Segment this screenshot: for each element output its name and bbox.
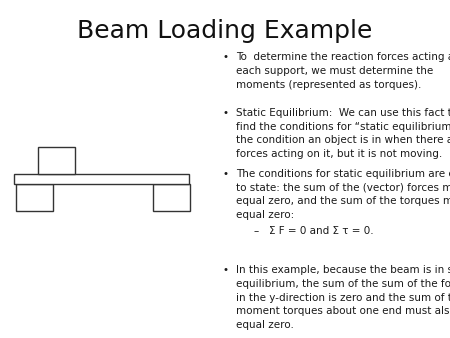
Text: •: • xyxy=(223,108,229,118)
Bar xyxy=(153,184,190,211)
Text: •: • xyxy=(223,169,229,179)
Bar xyxy=(38,147,75,174)
Text: •: • xyxy=(223,265,229,275)
Text: To  determine the reaction forces acting at
each support, we must determine the
: To determine the reaction forces acting … xyxy=(236,52,450,90)
Text: The conditions for static equilibrium are easy
to state: the sum of the (vector): The conditions for static equilibrium ar… xyxy=(236,169,450,220)
Text: •: • xyxy=(223,52,229,63)
Text: In this example, because the beam is in static
equilibrium, the sum of the sum o: In this example, because the beam is in … xyxy=(236,265,450,330)
Text: –   Σ F = 0 and Σ τ = 0.: – Σ F = 0 and Σ τ = 0. xyxy=(254,226,374,237)
Text: Static Equilibrium:  We can use this fact to
find the conditions for “static equ: Static Equilibrium: We can use this fact… xyxy=(236,108,450,159)
Bar xyxy=(14,174,189,184)
Bar xyxy=(16,184,53,211)
Text: Beam Loading Example: Beam Loading Example xyxy=(77,19,373,43)
